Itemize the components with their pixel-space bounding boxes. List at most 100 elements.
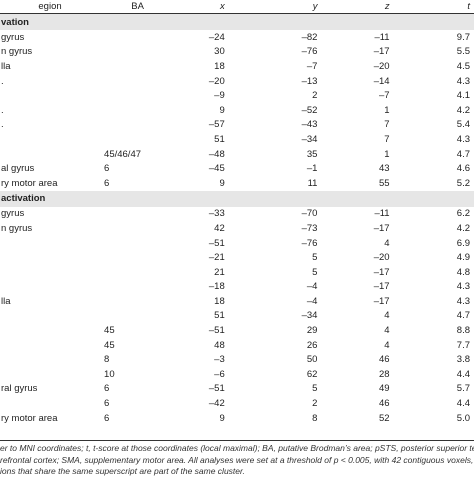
cell: 4.3 (456, 75, 470, 87)
cell: –14 (373, 75, 390, 87)
cell (0, 132, 103, 147)
cell: –9 (214, 90, 225, 102)
cell: 43 (379, 163, 390, 175)
cell: 35 (306, 148, 318, 160)
data-row: 21 5 –17 4.8 (0, 265, 474, 280)
data-row: . 9 –52 1 4.2 (0, 103, 474, 118)
data-row: 10 –6 62 28 4.4 (0, 367, 474, 382)
cell (0, 396, 103, 411)
cell: . (1, 119, 4, 131)
cell: 11 (307, 177, 318, 189)
data-row: al gyrus 6 –45 –1 43 4.6 (0, 161, 474, 176)
cell: 5.4 (456, 119, 470, 131)
cell: 3.8 (456, 354, 470, 366)
section-title: vation (0, 13, 474, 30)
cell: 4.7 (456, 148, 470, 160)
cell: –3 (214, 354, 225, 366)
footnote-line: ions that share the same superscript are… (0, 466, 245, 476)
cell (0, 88, 103, 103)
cell: 6.9 (456, 237, 470, 249)
header-cell: BA (103, 0, 176, 14)
cell: 28 (379, 368, 390, 380)
cell (103, 88, 175, 103)
cell: 8.8 (456, 325, 470, 337)
cell: –20 (208, 75, 225, 87)
cell: 26 (306, 339, 318, 351)
cell: –48 (208, 148, 225, 160)
header-cell: y (228, 0, 322, 14)
data-row: ry motor area 6 9 11 55 5.2 (0, 176, 474, 191)
cell: 6 (104, 177, 110, 189)
cell: 5.5 (456, 46, 470, 58)
cell: gyrus (1, 31, 25, 43)
data-row: n gyrus 42 –73 –17 4.2 (0, 221, 474, 236)
cell: –52 (301, 104, 318, 116)
cell (103, 294, 175, 309)
cell: 8 (312, 412, 318, 424)
cell: –24 (208, 31, 225, 43)
cell: –17 (373, 46, 390, 58)
cell: –17 (373, 281, 390, 293)
footnote-line: refrontal cortex; SMA, supplementary mot… (0, 454, 474, 465)
cell: –13 (301, 75, 318, 87)
cell: 18 (214, 295, 225, 307)
cell: ral gyrus (1, 383, 38, 395)
cell: 5 (312, 252, 318, 264)
cell: 4.2 (456, 222, 470, 234)
cell (103, 103, 175, 118)
data-row: 45 48 26 4 7.7 (0, 338, 474, 353)
cell: –34 (301, 133, 318, 145)
section-row: activation (0, 190, 474, 207)
cell: 5.2 (456, 177, 470, 189)
cell (103, 309, 175, 324)
cell: –82 (301, 31, 318, 43)
cell: 1 (384, 148, 390, 160)
footnote-line: er to MNI coordinates; t, t-score at tho… (0, 443, 474, 453)
cell (0, 236, 103, 251)
cell: –1 (306, 163, 318, 175)
data-row: –21 5 –20 4.9 (0, 250, 474, 265)
cell: –43 (301, 119, 318, 131)
header-cell: z (321, 0, 394, 14)
cell: 51 (214, 310, 225, 322)
data-row: 51 –34 7 4.3 (0, 132, 474, 147)
cell (103, 236, 175, 251)
cell: 7.7 (456, 339, 470, 351)
cell: –57 (208, 119, 225, 131)
data-row: –9 2 –7 4.1 (0, 88, 474, 103)
cell: 5.0 (456, 412, 470, 424)
cell (0, 352, 103, 367)
cell: 4.3 (456, 281, 470, 293)
cell: 46 (379, 354, 390, 366)
data-row: ral gyrus 6 –51 5 49 5.7 (0, 382, 474, 397)
cell: –11 (374, 31, 390, 43)
cell (103, 74, 175, 89)
cell: –17 (373, 266, 390, 278)
cell: 29 (306, 325, 318, 337)
cell: 4.4 (456, 398, 470, 410)
cell: gyrus (1, 208, 25, 220)
cell (0, 323, 103, 338)
data-row: lla 18 –4 –17 4.3 (0, 294, 474, 309)
data-row: –51 –76 4 6.9 (0, 236, 474, 251)
cell: n gyrus (1, 46, 33, 58)
cell (0, 250, 103, 265)
cell: 4.3 (456, 295, 470, 307)
cell: 10 (104, 368, 115, 380)
cell: –7 (379, 90, 390, 102)
footnote: er to MNI coordinates; t, t-score at tho… (0, 440, 474, 478)
cell: 6 (104, 163, 110, 175)
data-row: 45 –51 29 4 8.8 (0, 323, 474, 338)
data-row: . –20 –13 –14 4.3 (0, 74, 474, 89)
cell: 4 (384, 310, 390, 322)
cell: 4.4 (456, 368, 470, 380)
cell: 45 (104, 325, 115, 337)
cell (0, 338, 103, 353)
header-cell: x (175, 0, 229, 14)
cell: 45/46/47 (104, 148, 142, 160)
cell: 9 (219, 412, 225, 424)
table-body: vation gyrus –24 –82 –11 9.7 n gyrus 30 –76 –17 5.… (0, 13, 474, 426)
cell: –42 (208, 398, 225, 410)
cell: 4.6 (456, 163, 470, 175)
